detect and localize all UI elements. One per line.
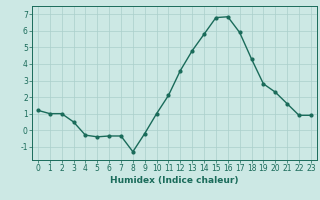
X-axis label: Humidex (Indice chaleur): Humidex (Indice chaleur) [110,176,239,185]
